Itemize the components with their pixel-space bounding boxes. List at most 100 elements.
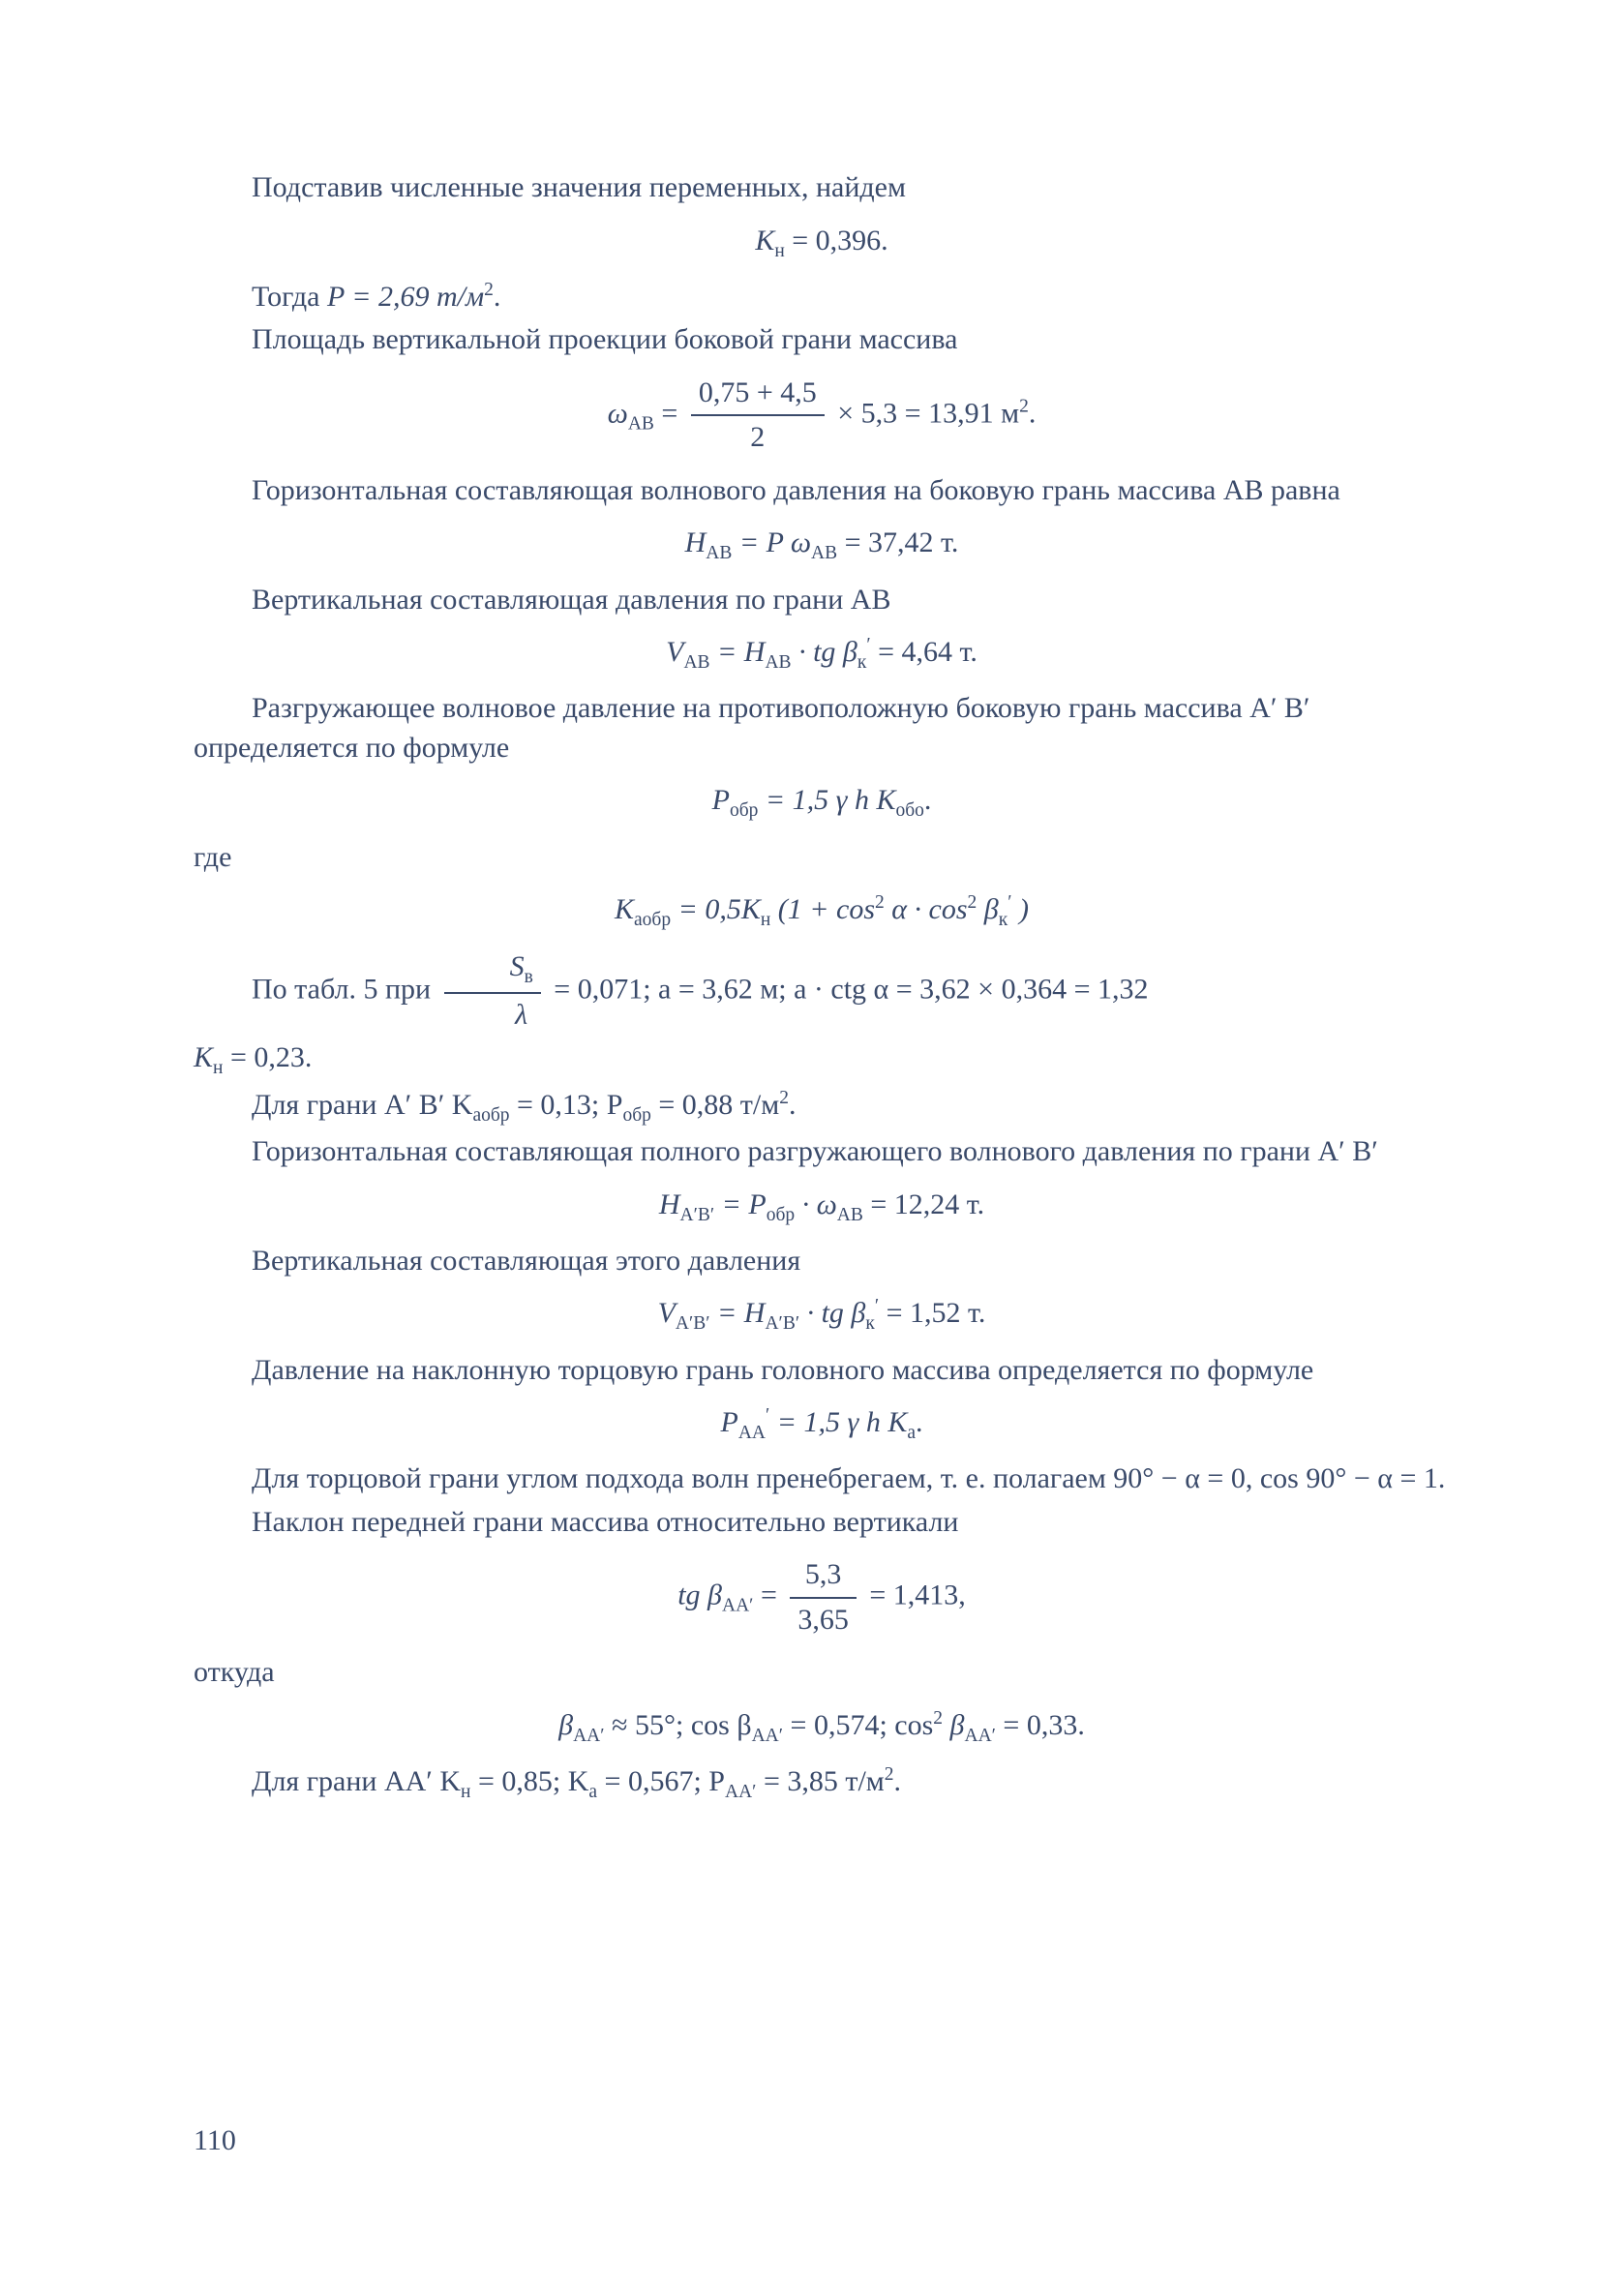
page: Подставив численные значения переменных,… xyxy=(0,0,1624,2286)
text: . xyxy=(494,281,501,313)
sym: P xyxy=(712,784,730,816)
subscript: A′B′ xyxy=(676,1313,710,1334)
paragraph: Наклон передней грани массива относитель… xyxy=(194,1503,1450,1543)
formula-K: Kн = 0,396. xyxy=(194,222,1450,264)
subscript: аобр xyxy=(472,1105,509,1126)
subscript: н xyxy=(461,1782,470,1802)
paragraph: Подставив численные значения переменных,… xyxy=(194,168,1450,208)
paragraph: Для торцовой грани углом подхода волн пр… xyxy=(194,1459,1450,1499)
value: ≈ 55°; cos β xyxy=(605,1709,752,1741)
numerator: Sв xyxy=(444,947,541,994)
sym: β xyxy=(558,1709,573,1741)
formula-H-AB: HAB = P ωAB = 37,42 т. xyxy=(194,524,1450,566)
subscript: н xyxy=(761,910,770,930)
denominator: λ xyxy=(444,994,541,1036)
sym: H xyxy=(659,1188,680,1220)
text: . xyxy=(789,1089,797,1121)
eq: = xyxy=(654,397,685,429)
text: Для грани A′ B′ K xyxy=(252,1089,472,1121)
superscript: 2 xyxy=(1019,396,1029,416)
expr: P = 2,69 т/м xyxy=(327,281,484,313)
expr: = 1,5 γ h K xyxy=(758,784,895,816)
subscript: к xyxy=(865,1313,874,1334)
subscript: н xyxy=(774,241,784,261)
fraction: Sв λ xyxy=(444,947,541,1036)
formula-P-AAp: PAA′ = 1,5 γ h Kа. xyxy=(194,1403,1450,1446)
subscript: A′B′ xyxy=(765,1313,799,1334)
paragraph: Для грани A′ B′ Kаобр = 0,13; Pобр = 0,8… xyxy=(194,1086,1450,1128)
value: = 0,574; cos xyxy=(783,1709,933,1741)
text: = 0,071; a = 3,62 м; a · ctg α = 3,62 × … xyxy=(554,973,1148,1005)
expr: = 0,5K xyxy=(671,893,761,925)
formula-omega-AB: ωAB = 0,75 + 4,5 2 × 5,3 = 13,91 м2. xyxy=(194,374,1450,458)
value: = 4,64 т. xyxy=(871,636,977,668)
text: . xyxy=(894,1765,902,1797)
superscript: 2 xyxy=(885,1764,894,1785)
sym: V xyxy=(658,1297,676,1329)
text: = 0,13; P xyxy=(510,1089,623,1121)
subscript: обр xyxy=(622,1105,650,1126)
text: = 3,85 т/м xyxy=(756,1765,884,1797)
formula-V-ApBp: VA′B′ = HA′B′ · tg βк′ = 1,52 т. xyxy=(194,1294,1450,1337)
sym: H xyxy=(685,526,707,558)
subscript: AA′ xyxy=(752,1726,783,1746)
superscript: 2 xyxy=(484,280,494,300)
text: Для грани AA′ K xyxy=(252,1765,461,1797)
subscript: обо xyxy=(895,800,923,821)
paragraph: Для грани AA′ Kн = 0,85; Kа = 0,567; PAA… xyxy=(194,1762,1450,1805)
subscript: AB xyxy=(683,652,709,673)
superscript: 2 xyxy=(968,892,977,913)
expr: α · cos xyxy=(885,893,968,925)
subscript: а xyxy=(588,1782,597,1802)
paragraph: Kн = 0,23. xyxy=(194,1038,1450,1081)
subscript: AA xyxy=(738,1423,766,1443)
subscript: AB xyxy=(765,652,791,673)
numerator: 0,75 + 4,5 xyxy=(691,374,825,417)
value: × 5,3 = 13,91 м xyxy=(837,397,1019,429)
paragraph: Вертикальная составляющая давления по гр… xyxy=(194,581,1450,620)
formula-V-AB: VAB = HAB · tg βк′ = 4,64 т. xyxy=(194,633,1450,676)
subscript: обр xyxy=(730,800,758,821)
text: По табл. 5 при xyxy=(252,973,438,1005)
subscript: в xyxy=(525,967,533,987)
sym: S xyxy=(510,950,525,982)
expr: ) xyxy=(1011,893,1029,925)
formula-Kaobr: Kаобр = 0,5Kн (1 + cos2 α · cos2 βк′ ) xyxy=(194,890,1450,933)
superscript: 2 xyxy=(875,892,885,913)
text: = 0,85; K xyxy=(470,1765,588,1797)
value: = 0,396. xyxy=(785,225,888,256)
subscript: AB xyxy=(706,543,732,563)
expr: = H xyxy=(710,1297,766,1329)
paragraph: Давление на наклонную торцовую грань гол… xyxy=(194,1351,1450,1391)
expr: tg β xyxy=(677,1579,722,1611)
sym: K xyxy=(755,225,774,256)
subscript: к xyxy=(857,652,866,673)
expr: · tg β xyxy=(792,636,857,668)
expr: · tg β xyxy=(799,1297,865,1329)
formula-H-ApBp: HA′B′ = Pобр · ωAB = 12,24 т. xyxy=(194,1186,1450,1228)
paragraph: Горизонтальная составляющая волнового да… xyxy=(194,471,1450,511)
subscript: AA′ xyxy=(725,1782,756,1802)
superscript: 2 xyxy=(933,1708,943,1729)
sym: P xyxy=(721,1406,738,1438)
subscript: аобр xyxy=(634,910,671,930)
paragraph: Площадь вертикальной проекции боковой гр… xyxy=(194,320,1450,360)
text: = 0,567; P xyxy=(597,1765,725,1797)
expr: = H xyxy=(710,636,766,668)
subscript: AA′ xyxy=(722,1596,753,1616)
subscript: н xyxy=(213,1058,223,1078)
denominator: 2 xyxy=(691,416,825,458)
paragraph: По табл. 5 при Sв λ = 0,071; a = 3,62 м;… xyxy=(194,947,1450,1036)
page-number: 110 xyxy=(194,2121,236,2161)
paragraph: Вертикальная составляющая этого давления xyxy=(194,1242,1450,1281)
paragraph: Тогда P = 2,69 т/м2. xyxy=(194,278,1450,317)
denominator: 3,65 xyxy=(790,1599,857,1640)
subscript: к xyxy=(999,910,1007,930)
subscript: обр xyxy=(767,1205,795,1225)
where-label: где xyxy=(194,838,1450,878)
expr: = 1,5 γ h K xyxy=(769,1406,907,1438)
subscript: AB xyxy=(628,413,654,434)
eq: = xyxy=(753,1579,784,1611)
subscript: а xyxy=(907,1423,916,1443)
fraction: 5,3 3,65 xyxy=(790,1555,857,1639)
